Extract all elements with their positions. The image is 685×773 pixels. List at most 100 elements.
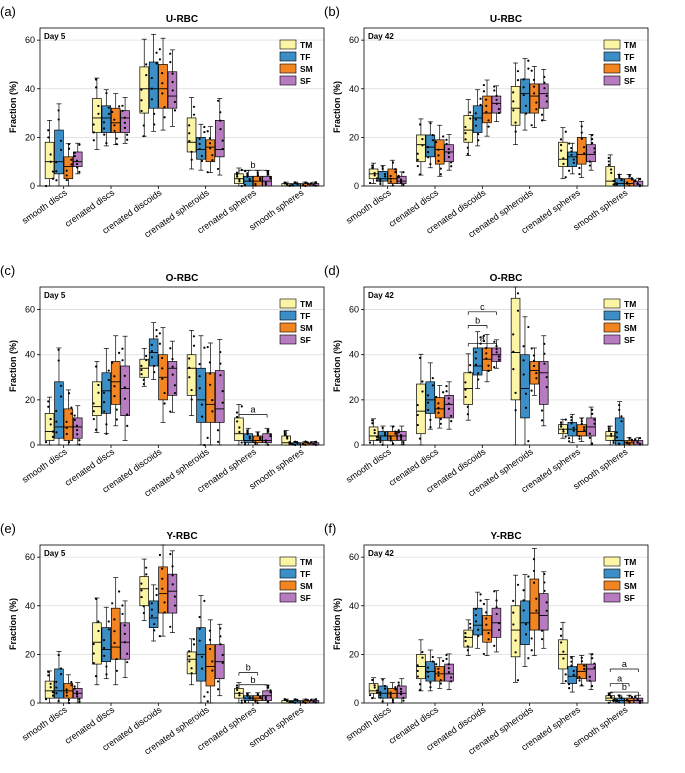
data-point (264, 183, 267, 186)
data-point (524, 623, 528, 626)
data-point (429, 418, 432, 422)
data-point (115, 657, 118, 661)
data-point (111, 602, 114, 605)
data-point (607, 425, 610, 428)
data-point (533, 581, 536, 584)
data-point (437, 402, 440, 405)
legend-label: TM (624, 40, 636, 50)
data-point (477, 372, 480, 375)
data-point (530, 124, 533, 127)
data-point (416, 158, 419, 162)
data-point (310, 698, 313, 701)
data-point (567, 683, 571, 686)
data-point (399, 690, 403, 693)
data-point (188, 124, 191, 127)
data-point (447, 155, 451, 159)
data-point (235, 171, 239, 174)
data-point (107, 112, 110, 115)
data-point (530, 389, 533, 392)
data-point (572, 429, 575, 432)
data-point (304, 443, 307, 446)
data-point (371, 697, 374, 700)
plot-frame (363, 544, 649, 704)
data-point (188, 650, 191, 653)
data-point (219, 362, 222, 365)
data-point (243, 699, 247, 703)
data-point (190, 150, 193, 153)
data-point (246, 431, 249, 434)
data-point (203, 443, 206, 447)
panel-title: O-RBC (166, 273, 199, 284)
data-point (113, 385, 116, 388)
data-point (570, 660, 573, 663)
data-point (426, 145, 430, 149)
data-point (267, 686, 270, 689)
box-TM (186, 117, 197, 153)
data-point (246, 174, 249, 177)
data-point (402, 699, 405, 702)
box-SF (444, 394, 454, 419)
data-point (238, 426, 241, 429)
data-point (399, 436, 403, 439)
box-SF (539, 83, 549, 109)
data-point (479, 593, 482, 596)
data-point (92, 402, 95, 405)
significance-label: a (250, 405, 255, 415)
data-point (485, 357, 488, 360)
data-point (570, 422, 573, 425)
data-point (431, 139, 434, 142)
data-point (615, 431, 618, 434)
data-point (94, 428, 98, 431)
data-point (570, 147, 573, 150)
legend-swatch-SF (603, 592, 621, 603)
data-point (562, 430, 565, 433)
data-point (437, 406, 440, 410)
box-TF (378, 685, 388, 699)
data-point (482, 83, 485, 87)
box-SM (110, 607, 121, 660)
data-point (612, 179, 615, 183)
box-TM (186, 354, 197, 396)
data-point (638, 177, 642, 181)
data-point (216, 688, 220, 691)
data-point (379, 438, 382, 441)
data-point (464, 639, 467, 643)
data-point (150, 614, 154, 617)
box-TF (520, 354, 530, 419)
data-point (514, 121, 517, 124)
data-point (487, 125, 490, 128)
data-point (421, 138, 424, 141)
legend-label: SM (624, 581, 637, 591)
data-point (288, 441, 291, 444)
y-tick-label: 0 (30, 698, 35, 708)
data-point (373, 174, 376, 177)
day-label: Day 42 (368, 549, 394, 558)
data-point (590, 442, 594, 445)
x-tick-label: smooth discs (344, 187, 393, 226)
data-point (248, 435, 251, 438)
data-point (634, 179, 637, 182)
data-point (123, 641, 127, 644)
data-point (126, 424, 129, 427)
panel-letter: (e) (0, 521, 16, 536)
data-point (464, 381, 467, 384)
data-point (150, 602, 153, 605)
legend-swatch-TM (279, 556, 297, 567)
data-point (593, 422, 596, 425)
legend-swatch-SM (279, 63, 297, 74)
data-point (580, 125, 583, 128)
data-point (51, 430, 55, 433)
data-point (445, 390, 448, 393)
data-point (140, 595, 143, 599)
data-point (530, 347, 533, 350)
data-point (400, 693, 403, 696)
data-point (198, 363, 201, 366)
data-point (543, 81, 546, 84)
data-point (256, 174, 259, 177)
y-axis-label: Fraction (%) (332, 598, 342, 650)
data-point (200, 403, 204, 406)
data-point (578, 679, 581, 682)
data-point (447, 397, 450, 400)
data-point (524, 392, 528, 395)
data-point (447, 148, 450, 151)
